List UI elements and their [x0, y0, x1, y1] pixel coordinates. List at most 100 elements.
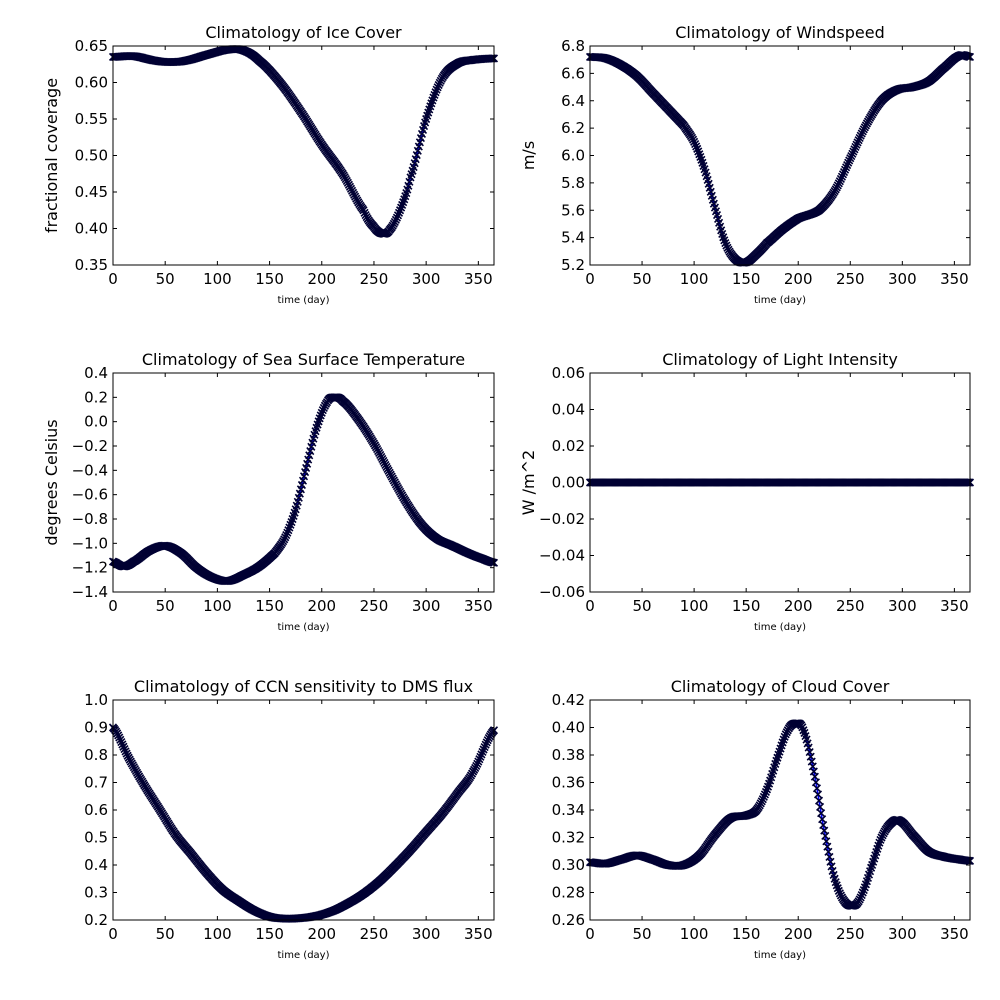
plot-frame	[112, 45, 495, 266]
series-markers	[108, 723, 499, 923]
x-tick-label: 100	[680, 925, 709, 943]
y-tick-label: 6.2	[561, 119, 585, 137]
y-tick-label: 0.3	[84, 884, 108, 902]
data-point	[844, 158, 853, 167]
y-tick-label: 0.8	[84, 746, 108, 764]
x-tick-label: 150	[255, 597, 284, 615]
data-point	[846, 154, 855, 163]
data-point	[474, 757, 483, 766]
plot-frame	[589, 699, 971, 921]
data-point	[876, 835, 885, 845]
chart-title: Climatology of Ice Cover	[205, 23, 402, 42]
data-point	[817, 809, 826, 818]
series-line	[112, 396, 495, 582]
data-point	[283, 528, 292, 537]
x-tick-label: 100	[680, 597, 709, 615]
y-tick-label: 0.04	[552, 401, 585, 419]
x-tick-label: 350	[464, 597, 493, 615]
data-point	[722, 241, 731, 250]
plot-frame	[112, 699, 495, 921]
x-tick-label: 350	[940, 270, 969, 288]
subplot-6: Climatology of Cloud Cover time (day) 0 50 1…	[552, 677, 975, 961]
x-tick-label: 300	[412, 925, 441, 943]
y-tick-label: −0.6	[72, 486, 108, 504]
y-tick-label: 5.4	[561, 229, 585, 247]
x-axis-label: time (day)	[278, 295, 330, 306]
y-axis-label: degrees Celsius	[42, 419, 61, 545]
data-point	[117, 737, 126, 747]
x-tick-label: 150	[732, 925, 761, 943]
data-point	[360, 208, 369, 217]
x-tick-label: 200	[784, 925, 813, 943]
y-tick-label: 0.9	[84, 719, 108, 737]
data-point	[281, 533, 290, 542]
data-point	[116, 735, 125, 744]
x-axis-label: time (day)	[754, 622, 806, 633]
data-point	[690, 137, 699, 146]
data-point	[816, 802, 825, 811]
plot-frame	[589, 372, 971, 593]
x-tick-label: 250	[836, 270, 865, 288]
y-tick-label: 0.36	[552, 774, 585, 792]
x-tick-label: 0	[585, 925, 595, 943]
data-point	[115, 733, 124, 742]
y-tick-label: 5.6	[561, 201, 585, 219]
data-point	[473, 759, 482, 768]
series-markers	[585, 478, 975, 487]
y-tick-label: 6.8	[561, 37, 585, 55]
data-point	[781, 730, 790, 739]
plot-frame	[589, 45, 971, 266]
series-markers	[108, 393, 499, 586]
x-tick-label: 100	[203, 597, 232, 615]
data-point	[854, 136, 863, 145]
chart-title: Climatology of CCN sensitivity to DMS fl…	[134, 677, 473, 696]
y-tick-label: 0.6	[84, 801, 108, 819]
y-tick-label: 5.2	[561, 256, 585, 274]
y-tick-label: 0.34	[552, 801, 585, 819]
y-tick-label: −0.06	[539, 583, 585, 601]
data-point	[848, 149, 857, 158]
x-tick-label: 200	[784, 270, 813, 288]
y-tick-label: 0.38	[552, 746, 585, 764]
y-tick-label: 6.6	[561, 64, 585, 82]
x-tick-label: 250	[836, 597, 865, 615]
x-tick-label: 350	[464, 925, 493, 943]
x-axis-label: time (day)	[754, 950, 806, 961]
data-point	[849, 147, 858, 156]
x-tick-label: 200	[307, 925, 336, 943]
data-point	[852, 140, 861, 149]
y-tick-label: 0.26	[552, 911, 585, 929]
data-point	[721, 239, 730, 248]
y-tick-label: 0.2	[84, 388, 108, 406]
x-tick-label: 0	[585, 270, 595, 288]
y-tick-label: 0.32	[552, 829, 585, 847]
x-axis-label: time (day)	[754, 295, 806, 306]
data-point	[845, 156, 854, 165]
y-tick-label: 0.60	[75, 74, 108, 92]
data-point	[839, 167, 849, 177]
x-axis-label: time (day)	[278, 622, 330, 633]
x-tick-label: 150	[732, 597, 761, 615]
chart-title: Climatology of Sea Surface Temperature	[142, 350, 465, 369]
data-point	[858, 888, 867, 897]
series-line	[112, 48, 495, 235]
data-point	[434, 80, 443, 90]
data-point	[838, 170, 848, 179]
y-axis-label: fractional coverage	[42, 78, 61, 233]
x-tick-label: 200	[307, 270, 336, 288]
x-tick-label: 150	[732, 270, 761, 288]
subplot-5: Climatology of CCN sensitivity to DMS fl…	[84, 677, 499, 961]
x-tick-label: 250	[360, 925, 389, 943]
x-tick-label: 100	[680, 270, 709, 288]
data-point	[692, 142, 701, 151]
y-tick-label: 0.28	[552, 884, 585, 902]
data-point	[780, 732, 789, 741]
chart-title: Climatology of Windspeed	[675, 23, 885, 42]
data-point	[856, 893, 865, 902]
data-point	[391, 215, 400, 224]
data-point	[847, 151, 856, 161]
data-point	[834, 886, 843, 895]
y-tick-label: 0.0	[84, 413, 108, 431]
x-tick-label: 50	[156, 925, 175, 943]
